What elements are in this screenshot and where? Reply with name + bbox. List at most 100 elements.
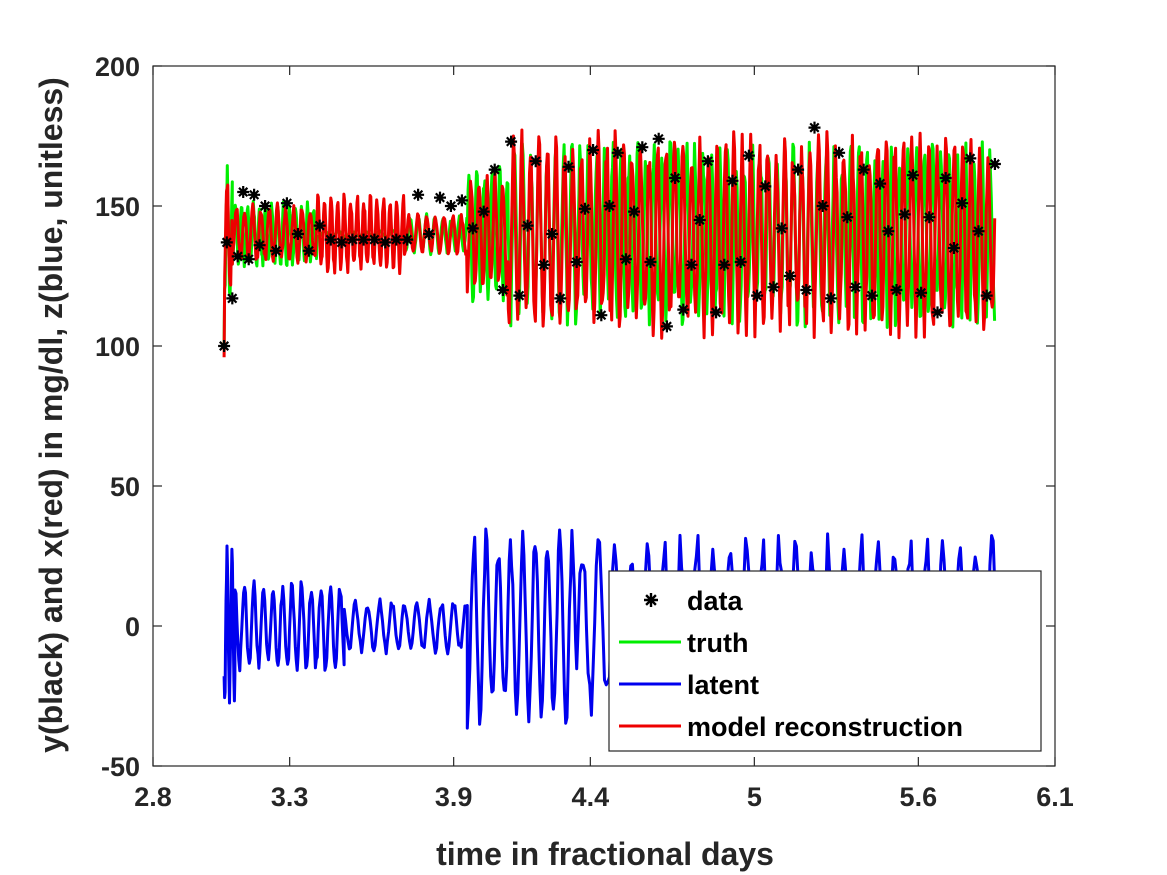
data-point xyxy=(513,289,526,302)
data-point xyxy=(237,186,250,198)
data-point xyxy=(280,197,293,210)
data-point xyxy=(346,233,359,246)
x-tick-label: 3.9 xyxy=(435,782,473,812)
data-point xyxy=(685,258,698,271)
data-point xyxy=(218,340,231,352)
y-tick-label: 0 xyxy=(125,612,140,642)
data-point xyxy=(726,174,739,187)
data-point xyxy=(220,236,233,249)
x-tick-label: 5 xyxy=(747,782,762,812)
data-point xyxy=(693,214,706,226)
data-point xyxy=(537,258,550,271)
data-point xyxy=(412,188,425,201)
axes xyxy=(152,65,1056,767)
legend-label-data: data xyxy=(687,586,744,616)
data-point xyxy=(379,236,392,249)
data-point xyxy=(816,200,829,212)
x-tick-label: 3.3 xyxy=(271,782,309,812)
data-point xyxy=(521,219,534,232)
y-tick-label: 150 xyxy=(95,192,140,222)
data-point xyxy=(291,228,304,240)
data-point xyxy=(800,284,813,296)
data-point xyxy=(496,284,509,296)
data-point xyxy=(477,205,490,218)
x-tick-label: 6.1 xyxy=(1036,782,1074,812)
data-point xyxy=(529,155,542,168)
legend-box xyxy=(608,570,1042,752)
data-point xyxy=(718,258,731,271)
data-point xyxy=(849,281,862,294)
data-point xyxy=(595,309,608,322)
legend-label-latent: latent xyxy=(687,670,759,700)
data-point xyxy=(636,141,649,154)
y-tick-label: 100 xyxy=(95,332,140,362)
data-point xyxy=(742,149,755,162)
axes-box xyxy=(152,65,1056,767)
data-point xyxy=(248,188,261,201)
series-line-truth xyxy=(222,139,997,347)
data-point xyxy=(390,233,403,246)
data-point xyxy=(488,163,501,176)
data-point xyxy=(874,177,887,190)
legend-label-model-reconstruction: model reconstruction xyxy=(687,712,963,742)
data-point xyxy=(603,200,616,212)
x-axis-title: time in fractional days xyxy=(436,836,774,872)
data-point xyxy=(466,222,479,235)
data-point xyxy=(783,270,796,282)
data-point xyxy=(434,191,446,204)
data-point xyxy=(972,225,985,238)
data-point xyxy=(931,306,944,319)
data-point xyxy=(824,292,837,305)
data-point xyxy=(644,256,657,268)
data-point xyxy=(751,289,764,302)
data-point xyxy=(767,281,780,294)
data-point xyxy=(710,306,723,319)
data-point xyxy=(578,202,591,215)
data-point xyxy=(734,256,747,268)
data-point xyxy=(775,222,788,235)
data-point xyxy=(554,292,567,305)
data-point xyxy=(628,205,641,218)
data-point xyxy=(270,244,282,257)
data-point xyxy=(980,289,993,302)
data-point xyxy=(808,121,821,134)
y-tick-label: 200 xyxy=(95,52,140,82)
data-point xyxy=(865,289,878,302)
data-point xyxy=(570,256,583,268)
x-tick-label: 5.6 xyxy=(900,782,938,812)
data-point xyxy=(939,172,952,184)
y-tick-label: -50 xyxy=(101,752,140,782)
data-point xyxy=(988,158,1001,170)
data-point xyxy=(947,242,960,254)
legend: data truth latent model reconstruction xyxy=(608,570,1042,752)
data-point xyxy=(923,211,936,224)
data-point xyxy=(242,253,255,266)
data-point xyxy=(619,253,632,266)
data-point xyxy=(906,169,919,182)
x-tick-label: 2.8 xyxy=(134,782,172,812)
data-point xyxy=(792,163,805,176)
data-point xyxy=(231,250,244,263)
data-point xyxy=(701,155,714,168)
data-point xyxy=(759,180,772,193)
data-point xyxy=(677,303,690,316)
data-point xyxy=(964,152,977,165)
data-point xyxy=(226,292,239,305)
data-point xyxy=(857,163,870,176)
data-point xyxy=(423,228,436,240)
data-point xyxy=(335,236,348,249)
data-point xyxy=(611,146,624,159)
data-point xyxy=(956,197,969,210)
data-point xyxy=(253,239,266,252)
tick-labels: 2.8 3.3 3.9 4.4 5 5.6 6.1 -50 0 50 100 150 200 xyxy=(95,52,1074,812)
data-point xyxy=(313,219,326,232)
data-point xyxy=(652,132,665,145)
data-point xyxy=(562,160,575,173)
data-point xyxy=(368,233,381,246)
data-point xyxy=(915,286,928,299)
y-tick-label: 50 xyxy=(110,472,140,502)
data-point xyxy=(259,200,272,212)
series-layer xyxy=(218,121,1001,730)
data-point xyxy=(669,172,682,184)
